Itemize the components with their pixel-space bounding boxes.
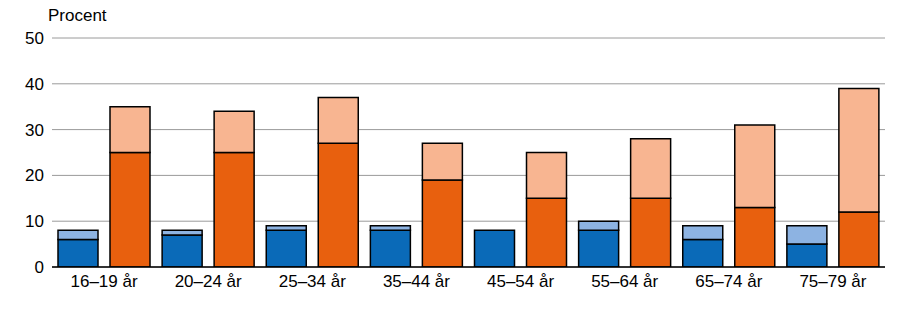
svg-text:55–64 år: 55–64 år <box>591 272 658 291</box>
svg-text:20–24 år: 20–24 år <box>175 272 242 291</box>
svg-text:30: 30 <box>25 121 44 140</box>
svg-text:40: 40 <box>25 75 44 94</box>
svg-text:75–79 år: 75–79 år <box>799 272 866 291</box>
svg-text:10: 10 <box>25 212 44 231</box>
svg-text:35–44 år: 35–44 år <box>383 272 450 291</box>
html-text:Procent: Procent <box>48 6 107 25</box>
svg-text:45–54 år: 45–54 år <box>487 272 554 291</box>
svg-text:16–19 år: 16–19 år <box>71 272 138 291</box>
svg-text:25–34 år: 25–34 år <box>279 272 346 291</box>
svg-text:0: 0 <box>35 258 44 277</box>
svg-text:65–74 år: 65–74 år <box>695 272 762 291</box>
svg-text:50: 50 <box>25 29 44 48</box>
svg-text:20: 20 <box>25 166 44 185</box>
